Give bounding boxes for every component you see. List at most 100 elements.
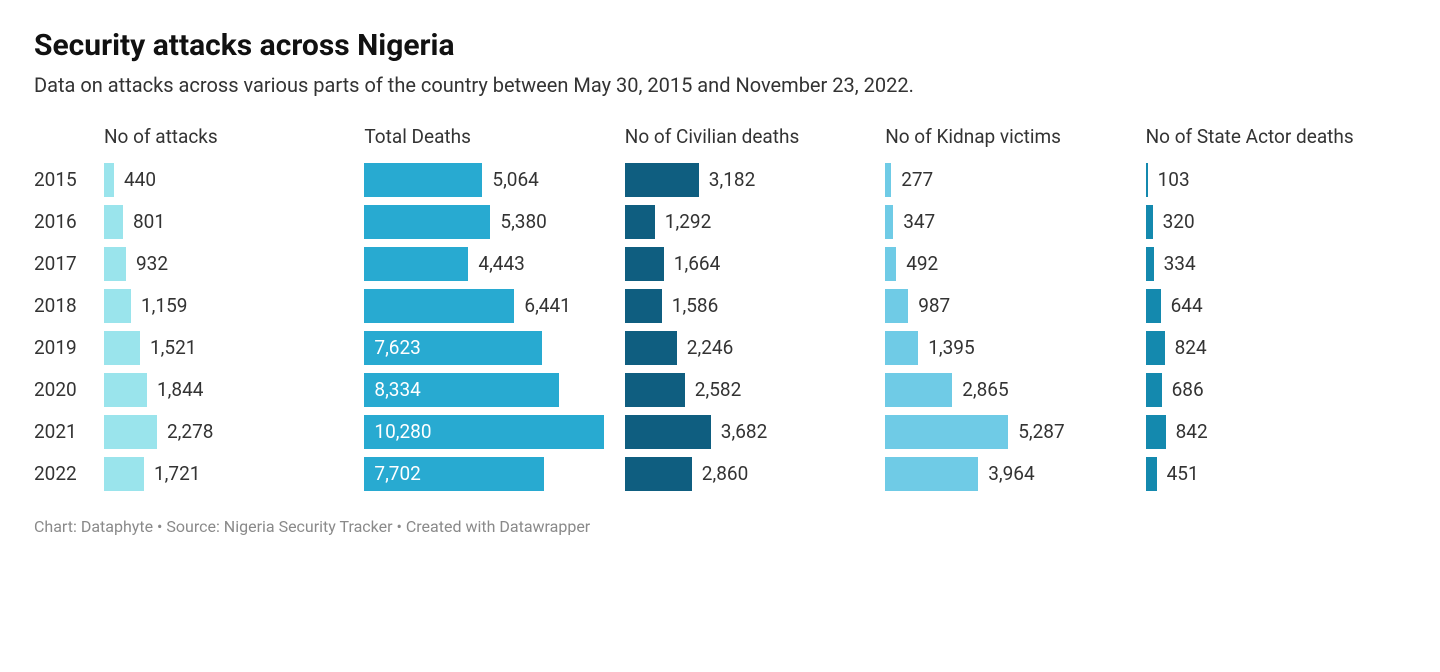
bar xyxy=(885,205,893,239)
bar-cell: 103 xyxy=(1146,159,1406,201)
bar xyxy=(104,247,126,281)
bar-cell: 686 xyxy=(1146,369,1406,411)
bar-cell: 320 xyxy=(1146,201,1406,243)
bar xyxy=(625,289,662,323)
bar-value-label: 103 xyxy=(1148,168,1190,191)
bar xyxy=(1146,457,1157,491)
bar-value-label: 987 xyxy=(908,294,950,317)
bar-value-label: 5,287 xyxy=(1008,420,1064,443)
bar-cell: 1,395 xyxy=(885,327,1145,369)
bar-cell: 3,182 xyxy=(625,159,885,201)
bar xyxy=(1146,205,1153,239)
chart-grid: No of attacksTotal DeathsNo of Civilian … xyxy=(34,125,1406,495)
bar xyxy=(625,373,685,407)
bar-value-label: 3,182 xyxy=(699,168,755,191)
bar-cell: 7,702 xyxy=(364,453,624,495)
bar-value-label: 1,292 xyxy=(655,210,711,233)
bar xyxy=(885,289,908,323)
series-header: No of attacks xyxy=(104,125,364,159)
bar-value-label: 8,334 xyxy=(374,378,420,401)
bar-cell: 932 xyxy=(104,243,364,285)
series-header: No of Kidnap victims xyxy=(885,125,1145,159)
bar xyxy=(885,373,952,407)
bar-value-label: 2,865 xyxy=(952,378,1008,401)
bar-cell: 5,287 xyxy=(885,411,1145,453)
bar xyxy=(364,163,482,197)
bar xyxy=(625,205,655,239)
bar-value-label: 5,380 xyxy=(490,210,546,233)
bar xyxy=(625,331,677,365)
bar-cell: 4,443 xyxy=(364,243,624,285)
bar-cell: 2,582 xyxy=(625,369,885,411)
bar-value-label: 824 xyxy=(1165,336,1207,359)
series-header: No of Civilian deaths xyxy=(625,125,885,159)
bar xyxy=(104,163,114,197)
bar xyxy=(104,205,123,239)
bar-value-label: 492 xyxy=(896,252,938,275)
bar xyxy=(1146,247,1154,281)
bar-value-label: 644 xyxy=(1161,294,1203,317)
chart-subtitle: Data on attacks across various parts of … xyxy=(34,73,1406,97)
year-label: 2017 xyxy=(34,243,104,285)
bar-value-label: 3,682 xyxy=(711,420,767,443)
bar-cell: 1,521 xyxy=(104,327,364,369)
bar-value-label: 1,844 xyxy=(147,378,203,401)
bar-cell: 801 xyxy=(104,201,364,243)
bar xyxy=(364,289,514,323)
bar-value-label: 7,702 xyxy=(374,462,420,485)
bar-value-label: 1,586 xyxy=(662,294,718,317)
bar-value-label: 686 xyxy=(1162,378,1204,401)
chart-container: Security attacks across Nigeria Data on … xyxy=(0,0,1440,556)
bar-value-label: 3,964 xyxy=(978,462,1034,485)
bar xyxy=(104,457,144,491)
bar-value-label: 10,280 xyxy=(374,420,431,443)
bar xyxy=(364,247,468,281)
bar-value-label: 347 xyxy=(893,210,935,233)
bar-cell: 5,380 xyxy=(364,201,624,243)
bar-cell: 1,844 xyxy=(104,369,364,411)
year-label: 2016 xyxy=(34,201,104,243)
bar xyxy=(625,163,699,197)
bar-value-label: 2,860 xyxy=(692,462,748,485)
bar xyxy=(1146,289,1161,323)
bar-cell: 492 xyxy=(885,243,1145,285)
bar-value-label: 334 xyxy=(1154,252,1196,275)
bar-cell: 10,280 xyxy=(364,411,624,453)
bar-cell: 2,278 xyxy=(104,411,364,453)
bar xyxy=(104,331,140,365)
bar-cell: 1,586 xyxy=(625,285,885,327)
bar-cell: 451 xyxy=(1146,453,1406,495)
bar-value-label: 5,064 xyxy=(482,168,538,191)
bar-cell: 824 xyxy=(1146,327,1406,369)
bar xyxy=(885,331,918,365)
chart-footer: Chart: Dataphyte • Source: Nigeria Secur… xyxy=(34,517,1406,536)
bar-value-label: 2,582 xyxy=(685,378,741,401)
bar-value-label: 842 xyxy=(1166,420,1208,443)
bar xyxy=(625,415,711,449)
year-label: 2021 xyxy=(34,411,104,453)
bar-value-label: 440 xyxy=(114,168,156,191)
bar-value-label: 6,441 xyxy=(514,294,570,317)
year-label: 2015 xyxy=(34,159,104,201)
bar-value-label: 4,443 xyxy=(468,252,524,275)
year-label: 2022 xyxy=(34,453,104,495)
bar-cell: 2,865 xyxy=(885,369,1145,411)
bar-cell: 7,623 xyxy=(364,327,624,369)
year-label: 2019 xyxy=(34,327,104,369)
bar xyxy=(104,373,147,407)
bar-cell: 1,721 xyxy=(104,453,364,495)
bar-value-label: 277 xyxy=(891,168,933,191)
bar-value-label: 1,395 xyxy=(918,336,974,359)
bar xyxy=(104,289,131,323)
bar-cell: 1,664 xyxy=(625,243,885,285)
bar-cell: 1,159 xyxy=(104,285,364,327)
bar-value-label: 1,664 xyxy=(664,252,720,275)
bar-value-label: 2,278 xyxy=(157,420,213,443)
bar-cell: 2,860 xyxy=(625,453,885,495)
bar xyxy=(1146,331,1165,365)
bar-value-label: 320 xyxy=(1153,210,1195,233)
bar xyxy=(1146,415,1166,449)
bar-cell: 347 xyxy=(885,201,1145,243)
bar-cell: 2,246 xyxy=(625,327,885,369)
bar xyxy=(1146,373,1162,407)
